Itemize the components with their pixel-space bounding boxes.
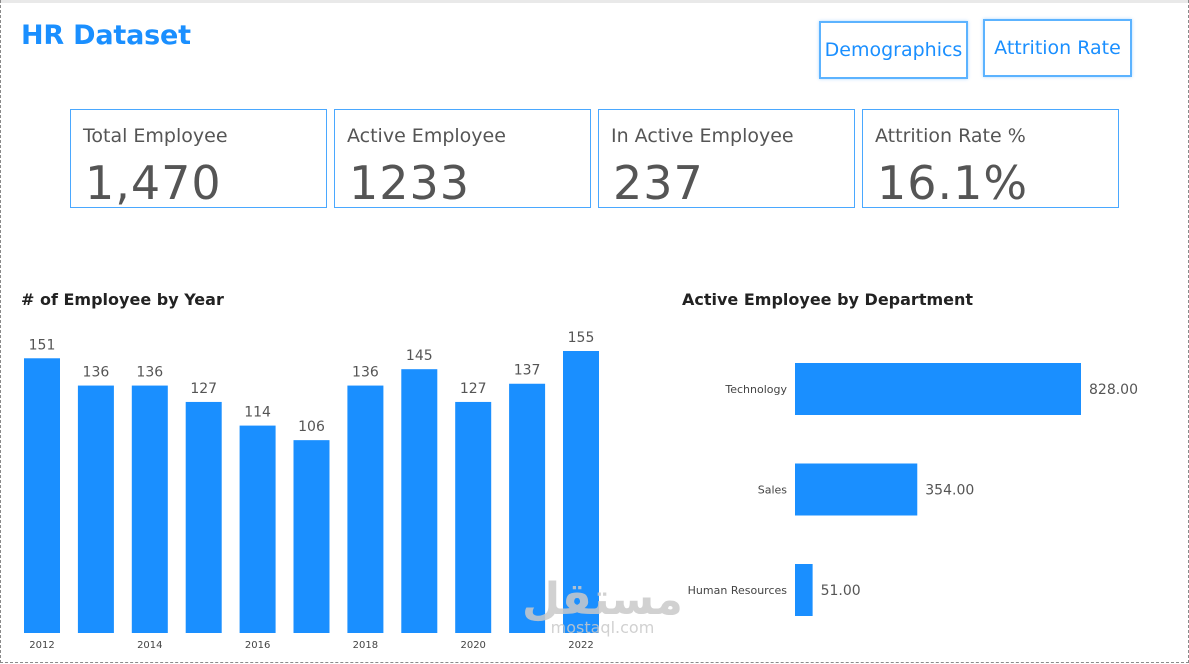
data-label: 145 [406, 348, 433, 364]
data-label: 136 [136, 365, 163, 381]
bar-2017[interactable] [293, 440, 330, 633]
bar-sales[interactable] [795, 463, 918, 516]
bar-2020[interactable] [455, 401, 492, 633]
bar-technology[interactable] [795, 363, 1081, 415]
kpi-label: In Active Employee [611, 125, 794, 147]
data-label: 114 [244, 405, 271, 421]
data-label: 106 [298, 419, 325, 435]
kpi-value: 16.1% [877, 156, 1029, 210]
data-label: 354.00 [925, 483, 974, 499]
data-label: 136 [352, 365, 379, 381]
mostaql-watermark: مستقل mostaql.com [522, 574, 683, 638]
demographics-button[interactable]: Demographics [819, 21, 968, 79]
data-label: 51.00 [821, 583, 861, 599]
data-label: 155 [568, 330, 595, 346]
data-label: 151 [29, 337, 56, 353]
x-tick-label: 2014 [137, 640, 162, 651]
bar-2019[interactable] [401, 369, 438, 633]
bar-2018[interactable] [347, 385, 384, 633]
page-title: HR Dataset [21, 20, 191, 51]
kpi-card-active-employee: Active Employee 1233 [334, 109, 591, 210]
y-tick-label: Sales [758, 484, 788, 497]
kpi-card-inactive-employee: In Active Employee 237 [598, 109, 855, 210]
active-employee-by-department-chart: Technology 828.00 Sales 354.00 Human Resourc… [688, 363, 1138, 616]
top-border [0, 0, 1189, 3]
bar-2015[interactable] [185, 401, 222, 633]
bar-2013[interactable] [77, 385, 114, 633]
kpi-value: 1,470 [85, 156, 222, 210]
bar-2022[interactable] [563, 351, 599, 633]
y-tick-label: Human Resources [688, 584, 788, 597]
attrition-rate-button[interactable]: Attrition Rate [983, 19, 1132, 77]
bar-human-resources[interactable] [795, 564, 813, 616]
bar-2012[interactable] [24, 358, 60, 633]
data-label: 828.00 [1089, 382, 1138, 398]
x-tick-label: 2022 [568, 640, 593, 651]
kpi-card-attrition-rate: Attrition Rate % 16.1% [862, 109, 1119, 210]
x-tick-label: 2020 [460, 640, 485, 651]
kpi-card-total-employee: Total Employee 1,470 [70, 109, 327, 210]
kpi-label: Active Employee [347, 125, 506, 147]
x-tick-label: 2018 [353, 640, 378, 651]
watermark-logo: مستقل [522, 574, 683, 625]
kpi-label: Attrition Rate % [875, 125, 1026, 147]
data-label: 137 [514, 363, 541, 379]
watermark-site: mostaql.com [550, 618, 655, 637]
bar-2014[interactable] [131, 385, 168, 633]
data-label: 127 [190, 381, 217, 397]
y-tick-label: Technology [724, 383, 787, 396]
kpi-label: Total Employee [83, 125, 228, 147]
data-label: 127 [460, 381, 487, 397]
department-chart-title: Active Employee by Department [682, 290, 974, 309]
year-chart-title: # of Employee by Year [21, 290, 224, 309]
kpi-value: 237 [613, 156, 704, 210]
bar-2016[interactable] [239, 425, 276, 633]
x-tick-label: 2016 [245, 640, 270, 651]
kpi-value: 1233 [349, 156, 471, 210]
x-tick-label: 2012 [29, 640, 54, 651]
employee-by-year-chart: 151 2012 136 136 2014 127 114 2016 106 136 2018 145… [24, 330, 599, 651]
data-label: 136 [83, 365, 110, 381]
bar-2021[interactable] [509, 383, 546, 633]
